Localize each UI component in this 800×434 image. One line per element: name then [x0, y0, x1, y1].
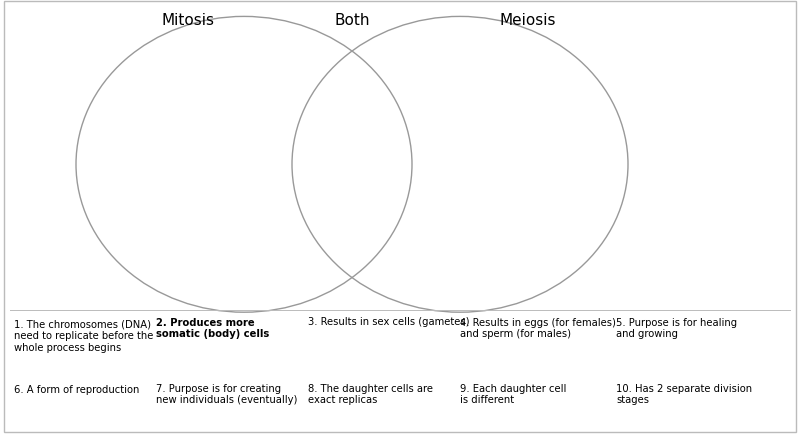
Text: 6. A form of reproduction: 6. A form of reproduction [14, 384, 140, 394]
Text: 4. Results in eggs (for females)
and sperm (for males): 4. Results in eggs (for females) and spe… [460, 317, 616, 339]
Text: 8. The daughter cells are
exact replicas: 8. The daughter cells are exact replicas [308, 383, 433, 404]
Text: 5. Purpose is for healing
and growing: 5. Purpose is for healing and growing [616, 317, 737, 339]
Text: Mitosis: Mitosis [162, 13, 214, 28]
FancyBboxPatch shape [4, 2, 796, 432]
Text: Meiosis: Meiosis [500, 13, 556, 28]
Text: 9. Each daughter cell
is different: 9. Each daughter cell is different [460, 383, 566, 404]
Text: 2. Produces more
somatic (body) cells: 2. Produces more somatic (body) cells [156, 317, 270, 339]
Text: Both: Both [334, 13, 370, 28]
Text: 1. The chromosomes (DNA)
need to replicate before the
whole process begins: 1. The chromosomes (DNA) need to replica… [14, 319, 154, 352]
Text: 7. Purpose is for creating
new individuals (eventually): 7. Purpose is for creating new individua… [156, 383, 298, 404]
Text: 3. Results in sex cells (gametes): 3. Results in sex cells (gametes) [308, 316, 470, 326]
Text: 10. Has 2 separate division
stages: 10. Has 2 separate division stages [616, 383, 752, 404]
